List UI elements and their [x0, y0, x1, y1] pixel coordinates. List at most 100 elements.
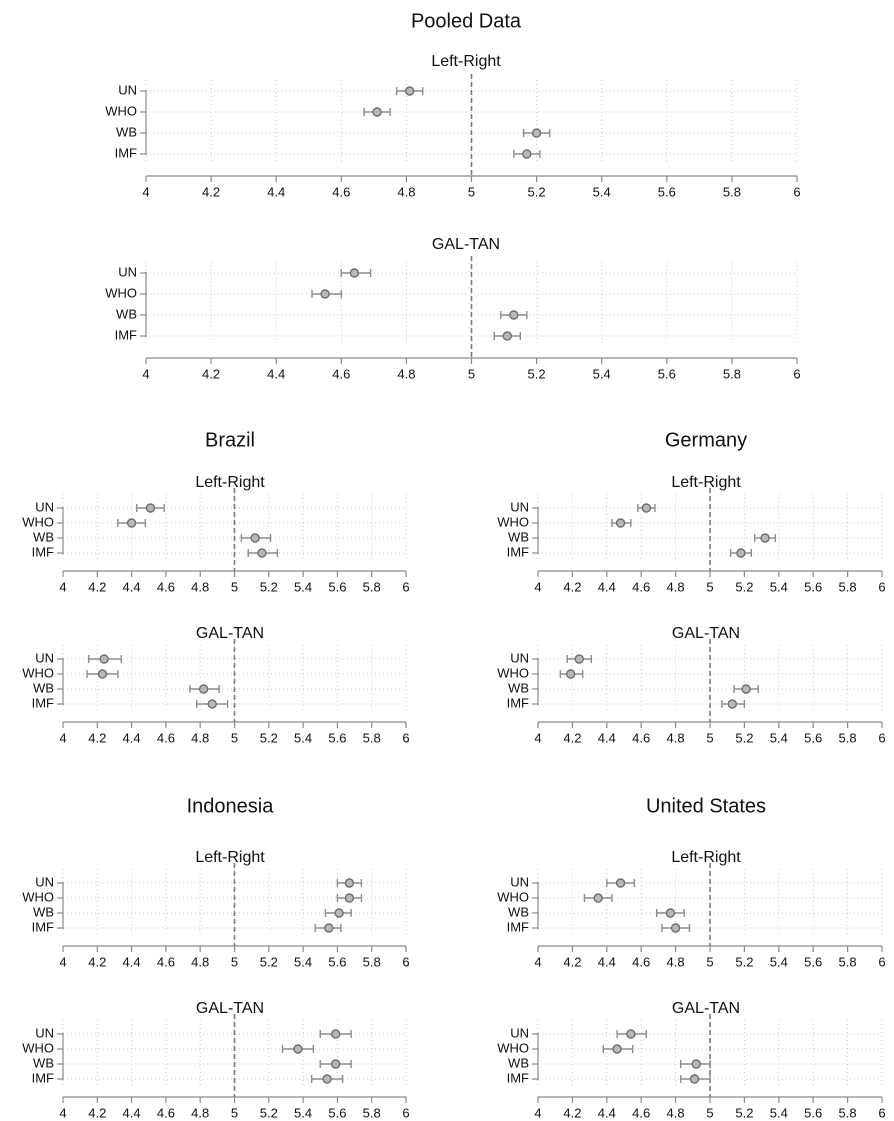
point-estimate — [145, 503, 156, 513]
category-label-wb: WB — [508, 680, 529, 695]
x-tick-label: 5.2 — [735, 954, 753, 969]
estimate-imf — [314, 923, 342, 933]
x-tick-label: 6 — [402, 954, 409, 969]
panel-title: Left-Right — [671, 474, 741, 491]
panel-title: GAL-TAN — [196, 625, 264, 642]
point-estimate — [372, 107, 382, 117]
x-tick-label: 4.6 — [632, 579, 650, 594]
estimate-who — [611, 518, 632, 528]
x-tick-label: 4.6 — [632, 1105, 650, 1120]
x-tick-label: 5 — [231, 954, 238, 969]
x-tick-label: 5.4 — [770, 1105, 788, 1120]
estimate-wb — [522, 128, 551, 138]
estimate-who — [363, 107, 391, 117]
x-tick-label: 5 — [468, 184, 475, 199]
x-tick-label: 4.2 — [563, 954, 581, 969]
x-tick-label: 4 — [534, 954, 541, 969]
x-tick-label: 4 — [59, 730, 66, 745]
x-tick-label: 5.8 — [839, 1105, 857, 1120]
estimate-un — [616, 1029, 648, 1039]
category-label-imf: IMF — [115, 145, 137, 160]
estimate-imf — [680, 1074, 711, 1084]
x-tick-label: 5.8 — [839, 579, 857, 594]
estimate-who — [117, 518, 147, 528]
x-tick-label: 5.2 — [260, 954, 278, 969]
estimate-who — [336, 893, 363, 903]
x-tick-label: 5.6 — [804, 579, 822, 594]
category-label-un: UN — [35, 1025, 54, 1040]
category-label-un: UN — [118, 82, 137, 97]
x-tick-label: 4.8 — [667, 579, 685, 594]
category-label-who: WHO — [105, 103, 137, 118]
point-estimate — [760, 533, 770, 543]
point-estimate — [207, 699, 217, 709]
point-estimate — [574, 654, 584, 664]
x-tick-label: 4 — [142, 366, 149, 381]
panel-title: GAL-TAN — [672, 1000, 740, 1017]
panel-title: GAL-TAN — [196, 1000, 264, 1017]
x-tick-label: 4 — [534, 579, 541, 594]
x-tick-label: 4.8 — [191, 954, 209, 969]
category-label-imf: IMF — [507, 1070, 529, 1085]
point-estimate — [727, 699, 738, 709]
category-label-un: UN — [35, 650, 54, 665]
category-label-wb: WB — [116, 306, 137, 321]
x-tick-label: 4.6 — [157, 954, 175, 969]
x-tick-label: 4.2 — [563, 579, 581, 594]
x-tick-label: 4.6 — [332, 366, 350, 381]
estimate-imf — [721, 699, 746, 709]
x-tick-label: 5.4 — [294, 579, 312, 594]
category-label-un: UN — [35, 499, 54, 514]
point-estimate — [615, 878, 626, 888]
x-tick-label: 5.6 — [328, 1105, 346, 1120]
point-estimate — [97, 669, 108, 679]
point-estimate — [626, 1029, 636, 1039]
estimate-imf — [247, 548, 279, 558]
x-tick-label: 4.6 — [332, 184, 350, 199]
panel-title: Left-Right — [195, 474, 265, 491]
category-label-imf: IMF — [507, 695, 529, 710]
x-tick-label: 4 — [142, 184, 149, 199]
point-estimate — [404, 86, 415, 96]
estimate-wb — [324, 908, 352, 918]
x-tick-label: 5 — [231, 730, 238, 745]
category-label-who: WHO — [497, 514, 529, 529]
x-tick-label: 4 — [534, 730, 541, 745]
estimate-un — [319, 1029, 352, 1039]
category-label-who: WHO — [497, 889, 529, 904]
point-estimate — [334, 908, 344, 918]
x-tick-label: 5.8 — [363, 579, 381, 594]
group-title: Pooled Data — [411, 10, 522, 32]
x-tick-label: 4.2 — [202, 184, 220, 199]
point-estimate — [522, 149, 532, 159]
category-label-un: UN — [35, 874, 54, 889]
point-estimate — [198, 684, 209, 694]
x-tick-label: 4.8 — [397, 366, 415, 381]
x-tick-label: 5.4 — [593, 184, 611, 199]
x-tick-label: 4 — [534, 1105, 541, 1120]
category-label-imf: IMF — [32, 1070, 54, 1085]
category-label-wb: WB — [33, 1055, 54, 1070]
point-estimate — [670, 923, 681, 933]
x-tick-label: 5 — [231, 579, 238, 594]
x-tick-label: 5 — [706, 579, 713, 594]
x-tick-label: 5.4 — [294, 1105, 312, 1120]
estimate-un — [395, 86, 424, 96]
x-tick-label: 5.4 — [294, 954, 312, 969]
x-tick-label: 5.8 — [363, 954, 381, 969]
estimate-un — [336, 878, 363, 888]
category-label-imf: IMF — [32, 919, 54, 934]
point-estimate — [250, 533, 260, 543]
panel-title: GAL-TAN — [672, 625, 740, 642]
estimate-un — [88, 654, 123, 664]
x-tick-label: 5.6 — [328, 954, 346, 969]
point-estimate — [322, 1074, 332, 1084]
x-tick-label: 4.4 — [267, 184, 285, 199]
estimate-who — [86, 669, 119, 679]
x-tick-label: 5.2 — [735, 579, 753, 594]
